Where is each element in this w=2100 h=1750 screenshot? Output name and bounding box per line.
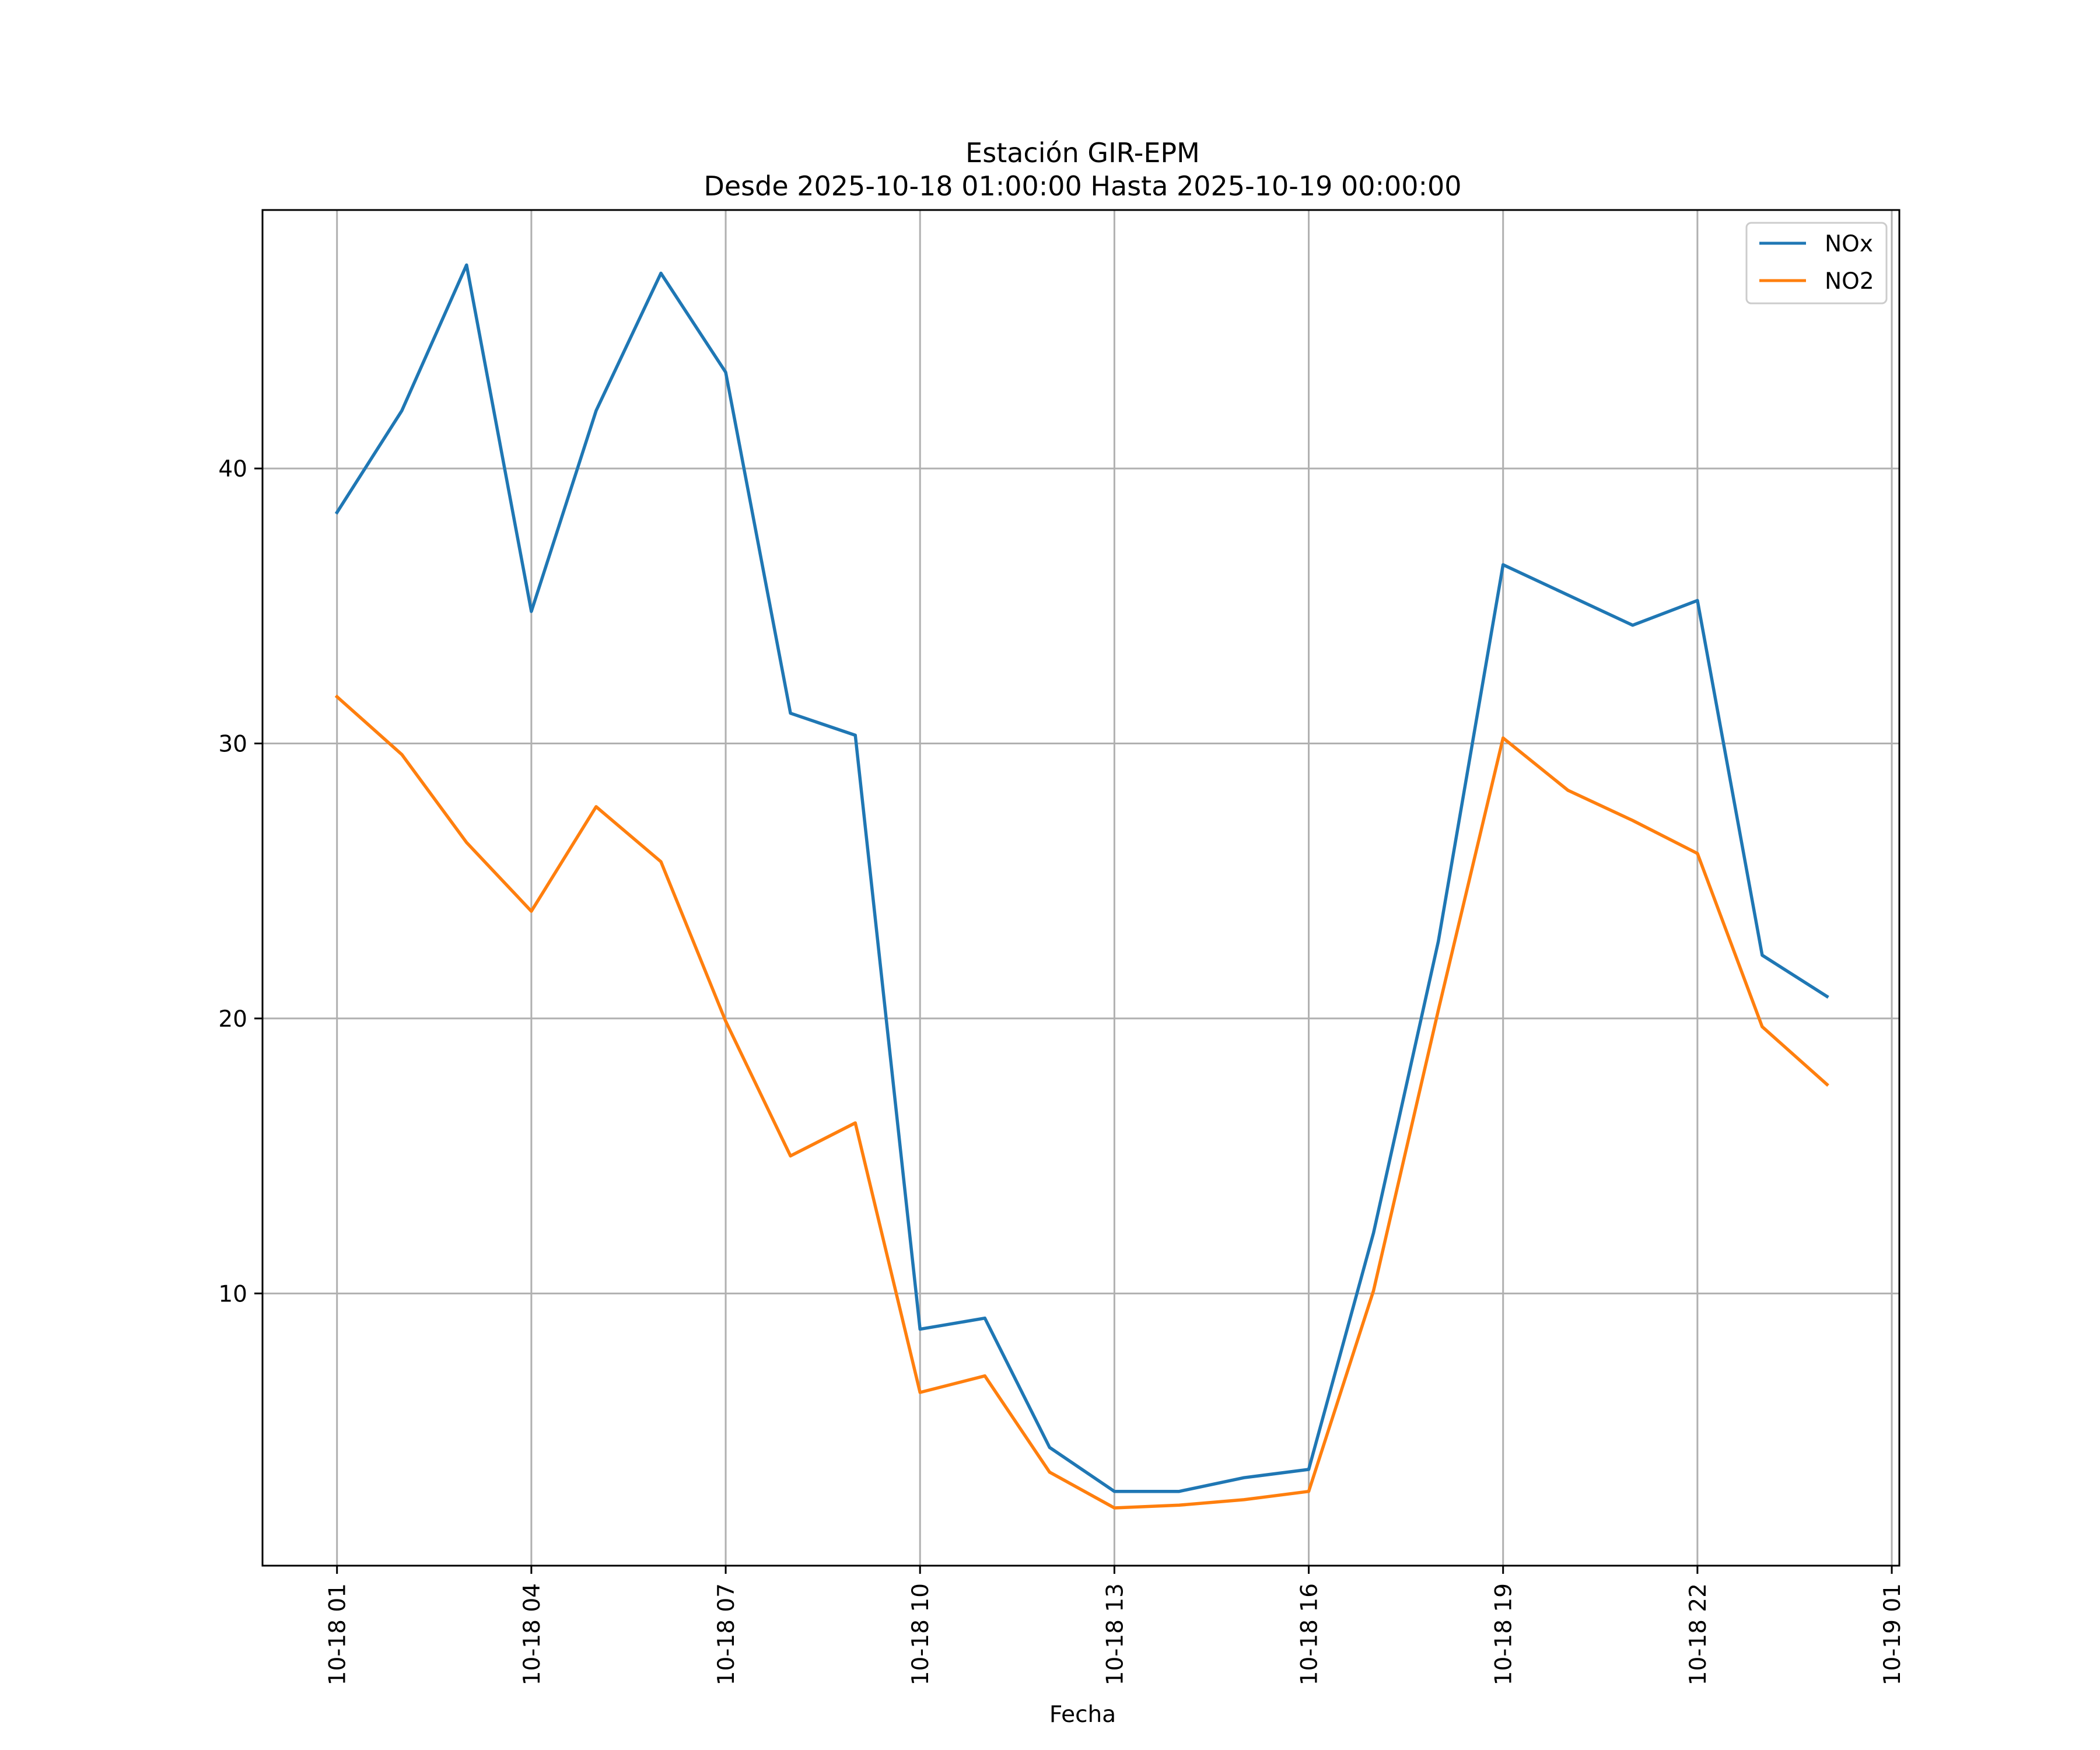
x-tick-label: 10-18 04 — [519, 1583, 545, 1685]
series-lines — [334, 263, 1829, 1510]
x-tick-label: 10-18 19 — [1491, 1583, 1517, 1685]
x-tick-label: 10-18 16 — [1297, 1583, 1323, 1685]
legend-label-nox: NOx — [1825, 231, 1873, 257]
y-tick-label: 30 — [218, 732, 247, 758]
chart-title: Estación GIR-EPM — [965, 137, 1200, 169]
x-tick-label: 10-18 22 — [1685, 1583, 1712, 1685]
x-axis: 10-18 01 10-18 04 10-18 07 10-18 10 10-18 13… — [325, 1566, 1906, 1685]
y-axis: 10 20 30 40 — [218, 456, 262, 1307]
x-tick-label: 10-18 13 — [1102, 1583, 1128, 1685]
x-tick-label: 10-19 01 — [1880, 1583, 1906, 1685]
x-tick-label: 10-18 01 — [325, 1583, 351, 1685]
y-tick-label: 20 — [218, 1006, 247, 1032]
x-tick-label: 10-18 10 — [908, 1583, 934, 1685]
series-line-no2 — [334, 694, 1829, 1510]
legend: NOx NO2 — [1745, 222, 1888, 304]
series-line-nox — [334, 263, 1829, 1493]
grid — [262, 210, 1899, 1566]
x-tick-label: 10-18 07 — [713, 1583, 740, 1685]
y-tick-label: 10 — [218, 1281, 247, 1307]
y-tick-label: 40 — [218, 456, 247, 482]
legend-label-no2: NO2 — [1825, 268, 1874, 295]
chart-subtitle: Desde 2025-10-18 01:00:00 Hasta 2025-10-… — [704, 170, 1461, 202]
plot-area-frame — [261, 209, 1901, 1567]
x-axis-label: Fecha — [1049, 1702, 1116, 1728]
